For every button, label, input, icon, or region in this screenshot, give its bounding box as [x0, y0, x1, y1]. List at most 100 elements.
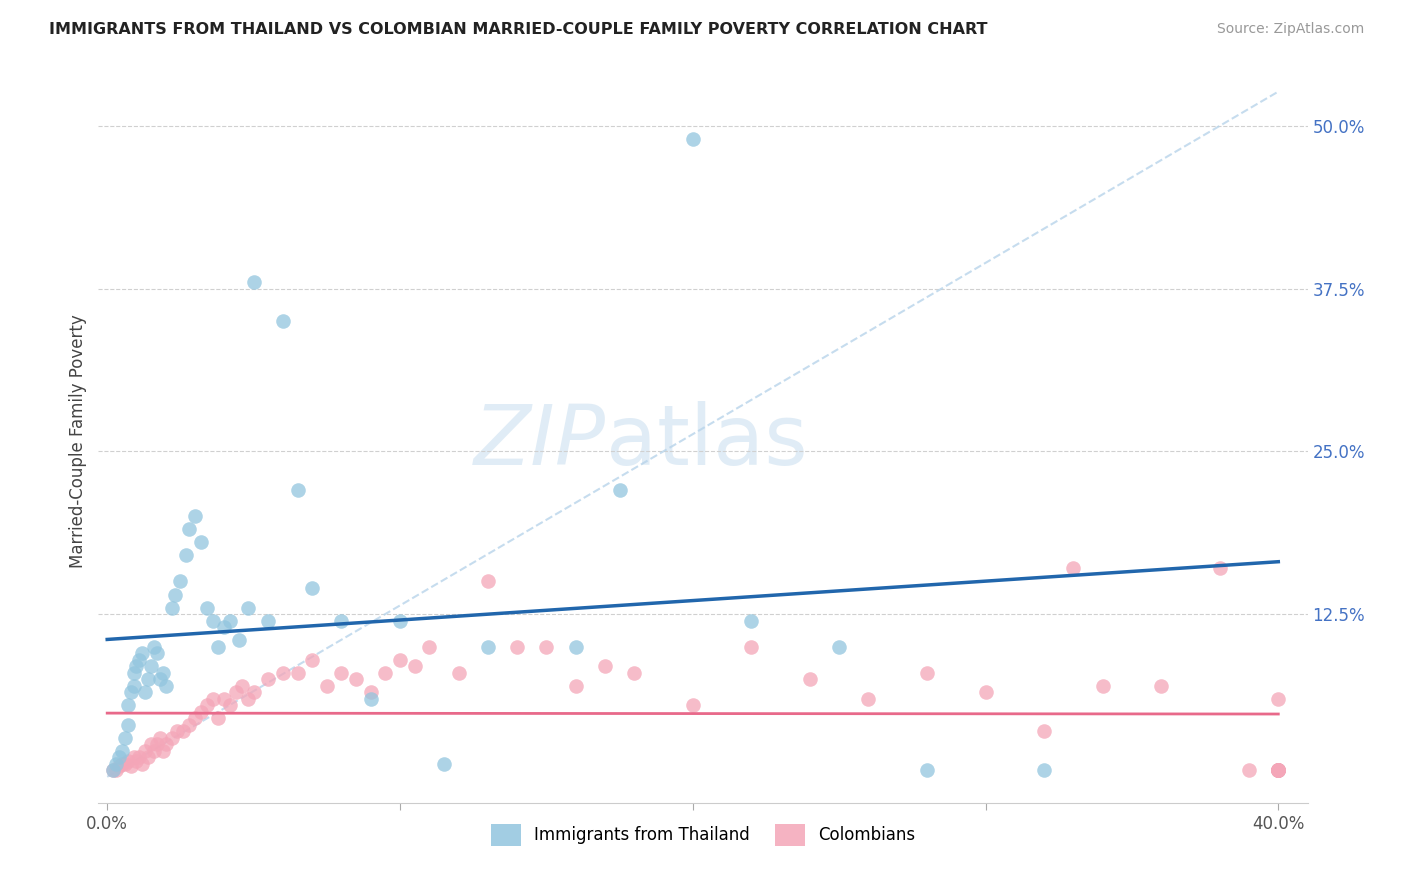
- Point: [1267, 764, 1289, 778]
- Point: [128, 750, 150, 764]
- Point: [1267, 691, 1289, 706]
- Point: [207, 711, 229, 725]
- Point: [114, 756, 136, 771]
- Point: [214, 691, 236, 706]
- Point: [101, 764, 124, 778]
- Point: [225, 685, 247, 699]
- Point: [1267, 764, 1289, 778]
- Point: [184, 509, 207, 524]
- Point: [104, 756, 127, 771]
- Point: [682, 132, 704, 146]
- Point: [128, 652, 150, 666]
- Point: [1267, 764, 1289, 778]
- Point: [146, 737, 169, 751]
- Point: [136, 672, 159, 686]
- Point: [201, 614, 224, 628]
- Point: [122, 679, 145, 693]
- Point: [117, 754, 139, 768]
- Point: [117, 698, 139, 713]
- Text: Source: ZipAtlas.com: Source: ZipAtlas.com: [1216, 22, 1364, 37]
- Point: [564, 640, 586, 654]
- Point: [1209, 561, 1232, 575]
- Point: [120, 759, 142, 773]
- Text: atlas: atlas: [606, 401, 808, 482]
- Point: [146, 646, 169, 660]
- Point: [915, 764, 938, 778]
- Point: [1267, 764, 1289, 778]
- Point: [143, 744, 166, 758]
- Point: [242, 275, 264, 289]
- Point: [207, 640, 229, 654]
- Point: [301, 581, 323, 595]
- Point: [1267, 764, 1289, 778]
- Point: [152, 744, 174, 758]
- Point: [104, 764, 127, 778]
- Point: [190, 705, 212, 719]
- Point: [125, 659, 148, 673]
- Point: [122, 665, 145, 680]
- Point: [301, 652, 323, 666]
- Point: [163, 587, 186, 601]
- Point: [828, 640, 851, 654]
- Text: ZIP: ZIP: [474, 401, 606, 482]
- Point: [184, 711, 207, 725]
- Point: [1267, 764, 1289, 778]
- Point: [447, 665, 470, 680]
- Point: [169, 574, 191, 589]
- Point: [418, 640, 440, 654]
- Point: [219, 614, 242, 628]
- Point: [214, 620, 236, 634]
- Point: [344, 672, 367, 686]
- Point: [1237, 764, 1260, 778]
- Point: [195, 698, 218, 713]
- Point: [236, 691, 259, 706]
- Point: [360, 691, 382, 706]
- Point: [125, 754, 148, 768]
- Text: IMMIGRANTS FROM THAILAND VS COLOMBIAN MARRIED-COUPLE FAMILY POVERTY CORRELATION : IMMIGRANTS FROM THAILAND VS COLOMBIAN MA…: [49, 22, 987, 37]
- Point: [131, 756, 153, 771]
- Point: [160, 731, 183, 745]
- Point: [139, 659, 162, 673]
- Point: [195, 600, 218, 615]
- Point: [166, 724, 188, 739]
- Point: [287, 665, 309, 680]
- Point: [179, 717, 201, 731]
- Point: [915, 665, 938, 680]
- Point: [172, 724, 194, 739]
- Point: [858, 691, 880, 706]
- Point: [477, 574, 499, 589]
- Point: [388, 652, 411, 666]
- Point: [564, 679, 586, 693]
- Point: [155, 679, 177, 693]
- Point: [108, 759, 131, 773]
- Point: [152, 665, 174, 680]
- Point: [236, 600, 259, 615]
- Point: [219, 698, 242, 713]
- Point: [1033, 764, 1056, 778]
- Point: [111, 756, 134, 771]
- Point: [190, 535, 212, 549]
- Point: [974, 685, 997, 699]
- Point: [139, 737, 162, 751]
- Point: [1150, 679, 1173, 693]
- Point: [160, 600, 183, 615]
- Point: [134, 685, 156, 699]
- Point: [143, 640, 166, 654]
- Point: [257, 672, 280, 686]
- Point: [257, 614, 280, 628]
- Point: [1267, 764, 1289, 778]
- Point: [1091, 679, 1114, 693]
- Point: [799, 672, 821, 686]
- Point: [536, 640, 558, 654]
- Point: [374, 665, 396, 680]
- Point: [242, 685, 264, 699]
- Legend: Immigrants from Thailand, Colombians: Immigrants from Thailand, Colombians: [484, 818, 922, 852]
- Point: [1267, 764, 1289, 778]
- Point: [1267, 764, 1289, 778]
- Point: [155, 737, 177, 751]
- Point: [1267, 764, 1289, 778]
- Point: [271, 665, 294, 680]
- Point: [360, 685, 382, 699]
- Point: [117, 717, 139, 731]
- Point: [111, 744, 134, 758]
